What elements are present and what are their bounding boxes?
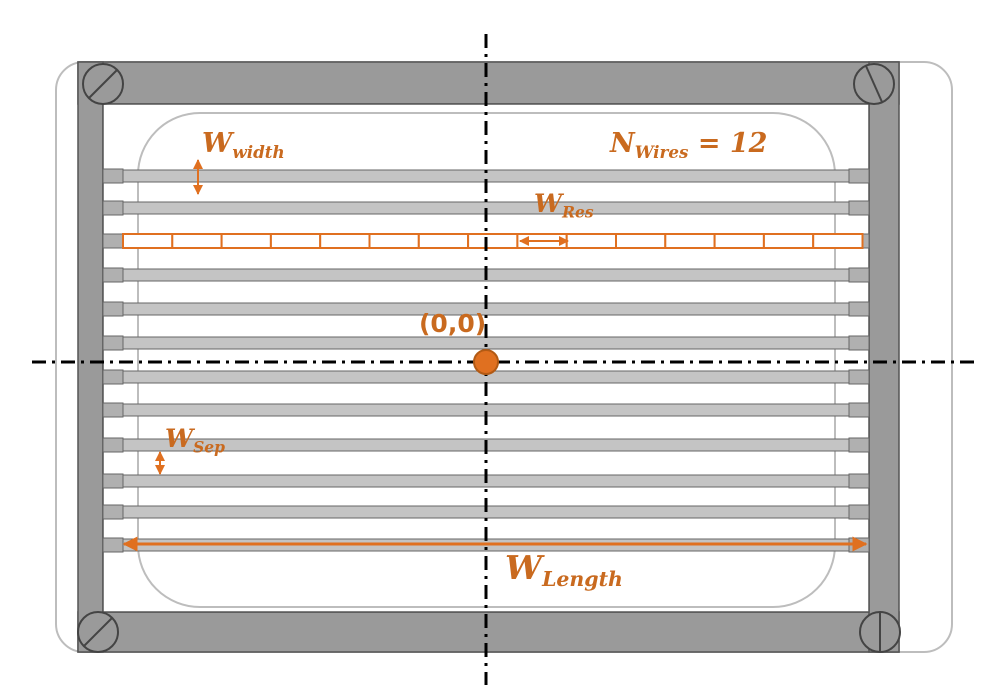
resolution-cell bbox=[664, 233, 716, 249]
wire-left-stub bbox=[102, 437, 124, 453]
resolution-cell bbox=[122, 233, 174, 249]
wire-left-stub bbox=[102, 233, 124, 249]
w-sep-label: WSep bbox=[165, 424, 225, 457]
screw-bottom-right-icon bbox=[859, 611, 901, 653]
wire-left-stub bbox=[102, 200, 124, 216]
origin-label: (0,0) bbox=[419, 309, 487, 338]
wire-left-stub bbox=[102, 168, 124, 184]
wire-left-stub bbox=[102, 335, 124, 351]
wire-left-stub bbox=[102, 473, 124, 489]
wire-left-stub bbox=[102, 301, 124, 317]
screw-top-left-icon bbox=[82, 63, 124, 105]
screw-top-right-icon bbox=[853, 63, 895, 105]
wire-left-stub bbox=[102, 402, 124, 418]
resolution-cell bbox=[220, 233, 272, 249]
wire-right-stub bbox=[848, 504, 870, 520]
resolution-cell bbox=[368, 233, 420, 249]
resolution-cells bbox=[122, 233, 864, 249]
resolution-cell bbox=[467, 233, 519, 249]
frame-right-bar bbox=[868, 61, 900, 653]
resolution-cell bbox=[615, 233, 667, 249]
wire-right-stub bbox=[848, 437, 870, 453]
resolution-cell bbox=[762, 233, 815, 249]
resolution-cell bbox=[812, 233, 864, 249]
wire-left-stub bbox=[102, 369, 124, 385]
screw-bottom-left-icon bbox=[77, 611, 119, 653]
wire-left-stub bbox=[102, 267, 124, 283]
w-res-label: WRes bbox=[534, 189, 594, 222]
origin-point bbox=[473, 349, 499, 375]
w-width-label: Wwidth bbox=[202, 128, 285, 162]
wire-left-stub bbox=[102, 504, 124, 520]
wire-right-stub bbox=[848, 369, 870, 385]
wire-right-stub bbox=[848, 402, 870, 418]
wire-right-stub bbox=[848, 168, 870, 184]
n-wires-label: NWires = 12 bbox=[610, 128, 768, 162]
frame-top-bar bbox=[77, 61, 900, 105]
wire-left-stub bbox=[102, 537, 124, 553]
wire bbox=[122, 336, 850, 350]
wire-right-stub bbox=[848, 200, 870, 216]
w-length-label: WLength bbox=[505, 548, 623, 592]
frame-bottom-bar bbox=[77, 611, 900, 653]
wire-right-stub bbox=[848, 267, 870, 283]
resolution-cell bbox=[269, 233, 322, 249]
resolution-cell bbox=[417, 233, 470, 249]
resolution-cell bbox=[319, 233, 371, 249]
wire-right-stub bbox=[848, 335, 870, 351]
wire-right-stub bbox=[848, 301, 870, 317]
resolution-cell bbox=[171, 233, 223, 249]
resolution-cell bbox=[565, 233, 618, 249]
wire-right-stub bbox=[848, 473, 870, 489]
resolution-cell bbox=[713, 233, 765, 249]
frame-left-bar bbox=[77, 61, 104, 653]
